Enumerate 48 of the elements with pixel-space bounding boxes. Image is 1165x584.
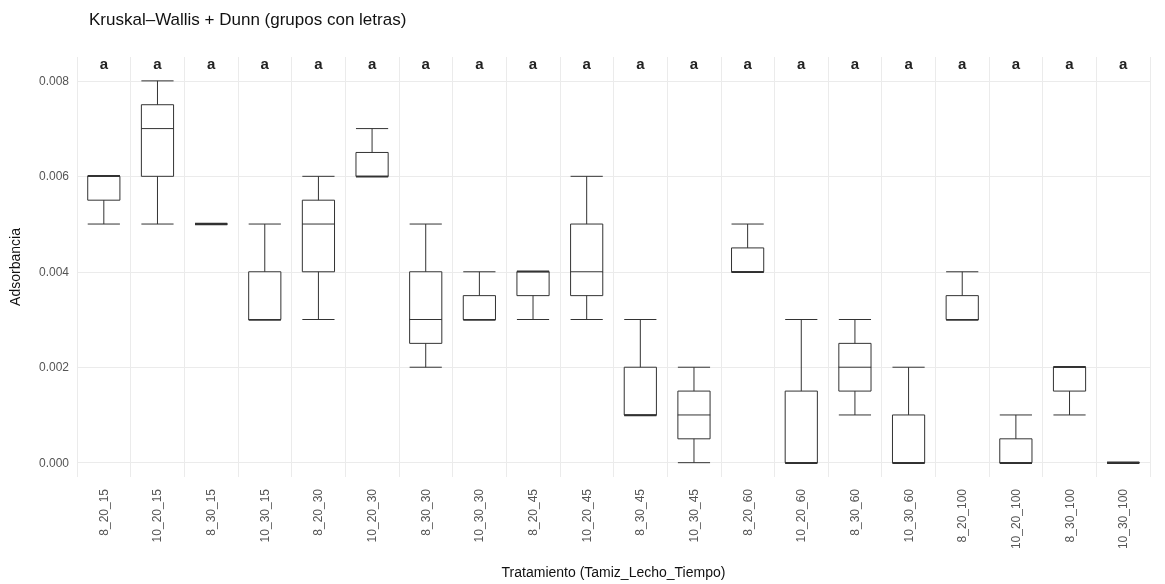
x-tick-label: 8_30_100 (1062, 488, 1077, 543)
x-axis-title: Tratamiento (Tamiz_Lecho_Tiempo) (501, 564, 726, 580)
x-tick-label: 8_20_15 (96, 488, 111, 536)
x-tick-label: 8_20_45 (526, 488, 541, 536)
annotation: a (528, 54, 538, 72)
x-tick-label: 10_20_60 (794, 488, 809, 543)
annotation: a (797, 54, 807, 72)
x-tick-label: 8_20_30 (311, 488, 326, 536)
y-tick-label: 0.000 (38, 455, 70, 470)
annotation: a (421, 54, 431, 72)
annotation: a (904, 54, 914, 72)
y-tick-label: 0.002 (38, 360, 70, 375)
annotation: a (153, 54, 163, 72)
y-axis-title: Adsorbancia (7, 227, 23, 306)
x-tick-label: 8_30_45 (633, 488, 648, 536)
x-tick-label: 10_30_30 (472, 488, 487, 543)
chart-title: Kruskal–Wallis + Dunn (grupos con letras) (89, 10, 407, 29)
annotation: a (260, 54, 270, 72)
x-tick-label: 10_20_100 (1008, 488, 1023, 550)
annotation: a (99, 54, 109, 72)
annotation: a (475, 54, 485, 72)
annotation: a (1119, 54, 1128, 72)
x-tick-label: 10_30_100 (1116, 488, 1131, 550)
annotation: a (1065, 54, 1075, 72)
annotation: a (206, 54, 216, 72)
x-tick-label: 8_30_30 (418, 488, 433, 536)
x-tick-label: 10_20_15 (150, 488, 165, 543)
x-tick-label: 8_20_60 (740, 488, 755, 536)
y-tick-label: 0.004 (38, 264, 70, 279)
x-tick-label: 10_30_45 (686, 488, 701, 543)
x-tick-label: 8_30_60 (847, 488, 862, 536)
x-tick-label: 10_30_15 (257, 488, 272, 543)
annotation: a (850, 54, 860, 72)
annotation: a (1011, 54, 1021, 72)
x-tick-label: 10_30_60 (901, 488, 916, 543)
annotation: a (367, 54, 377, 72)
annotation: a (958, 54, 968, 72)
annotation: a (743, 54, 753, 72)
annotation: a (636, 54, 646, 72)
annotation: a (582, 54, 592, 72)
x-tick-label: 10_20_30 (365, 488, 380, 543)
x-tick-label: 8_20_100 (955, 488, 970, 543)
y-tick-label: 0.006 (38, 169, 70, 184)
x-tick-label: 8_30_15 (204, 488, 219, 536)
annotation: a (689, 54, 699, 72)
annotation: a (314, 54, 324, 72)
x-tick-label: 10_20_45 (579, 488, 594, 543)
y-tick-label: 0.008 (38, 73, 70, 88)
